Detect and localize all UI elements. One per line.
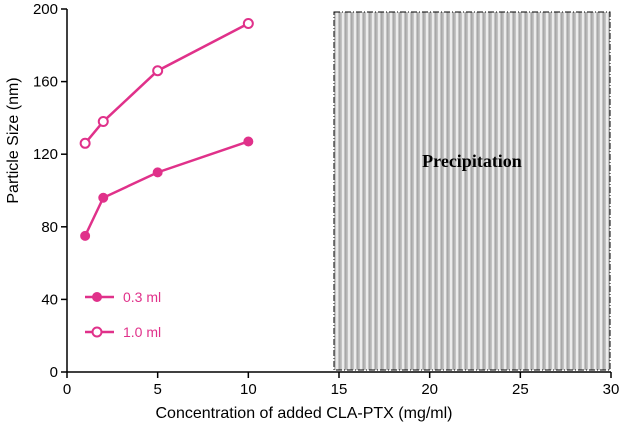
y-tick-label: 40	[41, 291, 58, 308]
y-tick-label: 120	[33, 146, 58, 163]
x-tick-label: 30	[603, 381, 620, 398]
data-point	[97, 116, 109, 128]
data-point	[243, 136, 254, 147]
x-tick-label: 10	[240, 381, 257, 398]
series-line	[84, 22, 249, 145]
y-axis-title: Particle Size (nm)	[5, 77, 22, 203]
precipitation-label: Precipitation	[422, 151, 522, 171]
data-point	[152, 65, 164, 77]
y-tick-label: 80	[41, 219, 58, 236]
x-axis-title: Concentration of added CLA-PTX (mg/ml)	[155, 405, 452, 422]
y-tick-label: 0	[50, 364, 58, 381]
data-point	[79, 137, 91, 149]
data-point	[152, 167, 163, 178]
series-line	[84, 140, 249, 237]
legend-label: 1.0 ml	[123, 324, 161, 340]
x-tick-label: 25	[512, 381, 529, 398]
y-tick-label: 200	[33, 1, 58, 18]
x-tick-label: 15	[331, 381, 348, 398]
data-point	[242, 18, 254, 30]
x-tick-label: 0	[63, 381, 71, 398]
precipitation-region	[333, 11, 611, 371]
legend-marker	[91, 326, 103, 338]
x-tick-label: 20	[421, 381, 438, 398]
data-point	[98, 192, 109, 203]
legend-label: 0.3 ml	[123, 289, 161, 305]
data-point	[80, 230, 91, 241]
x-tick-label: 5	[153, 381, 161, 398]
legend-marker	[92, 292, 102, 302]
y-tick-label: 160	[33, 74, 58, 91]
